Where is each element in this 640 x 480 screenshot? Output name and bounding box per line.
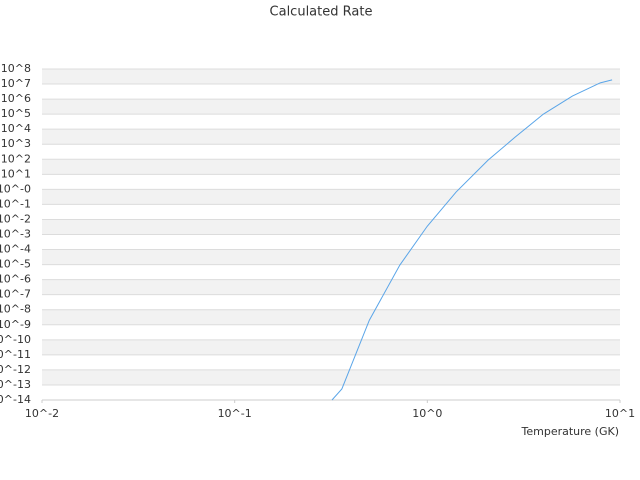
y-tick-label: 10^-0: [0, 182, 31, 195]
grid-band: [42, 309, 620, 325]
y-tick-label: 10^-3: [0, 228, 31, 241]
grid-band: [42, 279, 620, 295]
grid-band: [42, 159, 620, 175]
grid-band: [42, 69, 620, 85]
y-tick-label: 10^-2: [0, 212, 31, 225]
grid-band: [42, 249, 620, 265]
grid-band: [42, 219, 620, 235]
y-tick-label: 10^-10: [0, 333, 31, 346]
y-tick-label: 10^4: [1, 122, 31, 135]
y-tick-label: 10^2: [1, 152, 31, 165]
y-tick-label: 10^3: [1, 137, 31, 150]
y-tick-label: 10^-12: [0, 363, 31, 376]
grid-band: [42, 129, 620, 145]
y-tick-label: 10^1: [1, 167, 31, 180]
y-tick-label: 10^5: [1, 107, 31, 120]
y-tick-label: 10^-5: [0, 258, 31, 271]
x-tick-label: 10^0: [412, 407, 442, 420]
x-axis-label: Temperature (GK): [521, 425, 620, 438]
y-tick-label: 10^7: [1, 77, 31, 90]
y-tick-label: 10^-8: [0, 303, 31, 316]
y-tick-label: 10^6: [1, 92, 31, 105]
grid-band: [42, 189, 620, 205]
y-tick-label: 10^-7: [0, 288, 31, 301]
grid-band: [42, 99, 620, 115]
grid-band: [42, 339, 620, 355]
x-tick-label: 10^1: [605, 407, 635, 420]
y-tick-label: 10^8: [1, 62, 31, 75]
y-tick-label: 10^-4: [0, 243, 31, 256]
chart-title: Calculated Rate: [270, 5, 373, 20]
data-line: [331, 79, 613, 401]
x-tick-label: 10^-1: [218, 407, 252, 420]
y-tick-label: 10^-1: [0, 197, 31, 210]
y-tick-label: 10^-9: [0, 318, 31, 331]
y-tick-label: 10^-6: [0, 273, 31, 286]
y-tick-label: 10^-11: [0, 348, 31, 361]
y-tick-label: 10^-13: [0, 378, 31, 391]
x-tick-label: 10^-2: [25, 407, 59, 420]
grid-band: [42, 369, 620, 385]
y-tick-label: 10^-14: [0, 393, 31, 406]
